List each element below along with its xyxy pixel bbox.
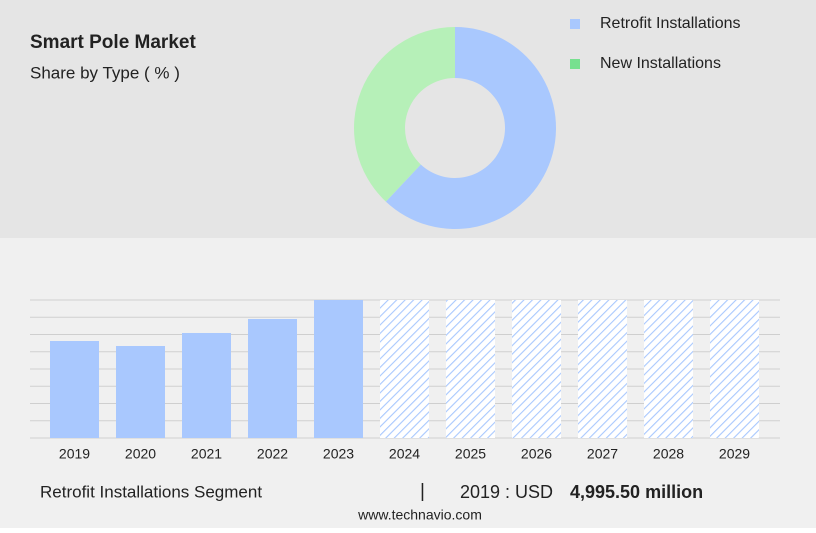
donut-slice	[354, 27, 455, 202]
forecast-bar	[446, 300, 495, 438]
chart-title: Smart Pole Market	[30, 32, 196, 53]
legend-label: New Installations	[600, 55, 721, 72]
x-tick-label: 2022	[257, 446, 288, 462]
donut-slice	[385, 27, 557, 229]
forecast-bar	[644, 300, 693, 438]
x-tick-label: 2021	[191, 446, 222, 462]
bar-chart: 2019 2020 2021 2022 2023 2024 2025 2026 2027 2028…	[30, 299, 780, 462]
forecast-bar	[710, 300, 759, 438]
bar	[248, 318, 297, 438]
legend-swatch	[570, 19, 580, 29]
bar	[314, 300, 363, 438]
x-tick-label: 2023	[323, 446, 354, 462]
x-tick-label: 2024	[389, 446, 420, 462]
legend-swatch	[570, 59, 580, 69]
bar	[116, 346, 165, 438]
x-tick-label: 2019	[59, 446, 90, 462]
forecast-bar	[380, 300, 429, 438]
legend: Retrofit Installations New Installations	[570, 15, 741, 72]
x-tick-label: 2029	[719, 446, 750, 462]
footer-separator: |	[420, 481, 425, 502]
footer-value: 4,995.50 million	[570, 482, 703, 502]
footer-source: www.technavio.com	[357, 507, 482, 523]
footer-segment: Retrofit Installations Segment	[40, 482, 262, 501]
bar	[50, 341, 99, 438]
forecast-bar	[578, 300, 627, 438]
x-tick-label: 2027	[587, 446, 618, 462]
x-tick-label: 2025	[455, 446, 486, 462]
bar	[182, 332, 231, 438]
x-tick-label: 2020	[125, 446, 156, 462]
footer-year: 2019 : USD	[460, 482, 553, 502]
donut-chart	[354, 27, 557, 229]
legend-label: Retrofit Installations	[600, 15, 741, 32]
x-tick-label: 2028	[653, 446, 684, 462]
forecast-bar	[512, 300, 561, 438]
chart-subtitle: Share by Type ( % )	[30, 63, 180, 82]
x-tick-label: 2026	[521, 446, 552, 462]
